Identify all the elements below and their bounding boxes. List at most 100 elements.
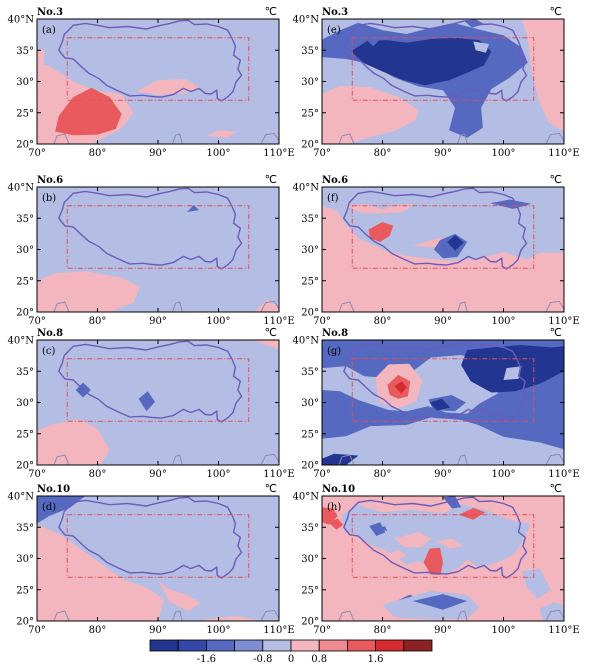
panel-label: (g) — [327, 346, 341, 357]
y-tick-label: 20° — [16, 617, 34, 628]
colorbar-swatch — [177, 639, 207, 652]
panel-f: 70° 80° 90° 100° 110°E 40°N 35° 30° 25° 20° No.6 ℃ (… — [293, 173, 580, 327]
x-tick-label: 70° — [313, 148, 331, 159]
y-tick-label: 30° — [16, 554, 34, 565]
y-tick-label: 30° — [16, 398, 34, 409]
field-f — [322, 187, 564, 312]
x-tick-label: 110°E — [548, 625, 579, 636]
anomaly-region-red — [458, 507, 486, 520]
y-tick-label: 25° — [16, 585, 34, 596]
anomaly-region-mid_blue — [138, 391, 155, 412]
anomaly-region-light_blue — [322, 417, 564, 465]
coastline — [545, 300, 564, 312]
coastline — [457, 610, 468, 621]
coastline — [172, 454, 183, 465]
anomaly-region-light_blue — [322, 187, 564, 204]
case-label: No.8 — [322, 328, 348, 339]
anomaly-region-light_pink — [382, 549, 407, 561]
colorbar-swatch — [205, 639, 235, 652]
x-tick-label: 70° — [28, 469, 46, 480]
anomaly-region-mid_blue — [187, 205, 200, 212]
field-d — [37, 496, 279, 621]
panel-h: 70° 80° 90° 100° 110°E 40°N 35° 30° 25° 20° No.10 ℃… — [293, 482, 580, 636]
case-label: No.3 — [322, 7, 348, 18]
study-region-box — [351, 358, 535, 422]
coastline — [457, 133, 468, 144]
colorbar-tick-label: -0.8 — [253, 654, 272, 665]
anomaly-region-light_pink — [322, 205, 564, 312]
anomaly-region-mid_blue — [443, 496, 462, 509]
x-tick-label: 70° — [28, 316, 46, 327]
x-tick-label: 80° — [374, 625, 392, 636]
x-tick-label: 70° — [313, 316, 331, 327]
y-tick-label: 30° — [16, 77, 34, 88]
panel-label: (b) — [42, 193, 56, 204]
anomaly-region-light_pink — [436, 538, 464, 549]
x-tick-label: 90° — [149, 316, 167, 327]
anomaly-region-dark_blue — [322, 453, 359, 465]
anomaly-region-red — [423, 547, 443, 575]
y-tick-label: 20° — [301, 140, 319, 151]
coastline — [260, 300, 279, 312]
anomaly-region-light_pink — [136, 79, 201, 96]
plateau-outline — [342, 19, 528, 102]
study-region-box — [351, 514, 535, 578]
field-c — [37, 340, 279, 465]
case-label: No.6 — [37, 175, 63, 186]
y-tick-label: 25° — [301, 585, 319, 596]
colorbar-tick-label: -1.6 — [197, 654, 216, 665]
x-tick-label: 80° — [374, 148, 392, 159]
panel-c: 70° 80° 90° 100° 110°E 40°N 35° 30° 25° 20° No.8 ℃ (… — [8, 326, 295, 480]
study-region-box — [66, 37, 250, 101]
anomaly-region-dark_blue — [447, 235, 464, 251]
x-tick-label: 80° — [89, 469, 107, 480]
panel-d: 70° 80° 90° 100° 110°E 40°N 35° 30° 25° 20° No.10 ℃… — [8, 482, 295, 636]
plateau-outline — [57, 187, 243, 270]
x-tick-label: 70° — [313, 625, 331, 636]
panel-e: 70° 80° 90° 100° 110°E 40°N 35° 30° 25° 20° No.3 ℃ (… — [293, 5, 580, 159]
coastline — [338, 301, 355, 312]
y-tick-label: 35° — [16, 367, 34, 378]
y-tick-label: 40°N — [293, 336, 320, 347]
y-tick-label: 20° — [301, 308, 319, 319]
x-tick-label: 110°E — [548, 469, 579, 480]
x-tick-label: 110°E — [263, 316, 294, 327]
coastline — [338, 610, 355, 621]
colorbar-tick-label: 0 — [288, 654, 294, 665]
anomaly-region-mid_blue — [412, 594, 468, 610]
anomaly-region-light_pink — [37, 419, 110, 465]
coastline — [338, 133, 355, 144]
colorbar-swatch — [346, 639, 376, 652]
y-tick-label: 40°N — [293, 183, 320, 194]
y-tick-label: 25° — [301, 276, 319, 287]
field-g — [322, 340, 564, 465]
unit-label: ℃ — [550, 173, 562, 186]
panel-label: (f) — [327, 193, 339, 204]
y-tick-label: 35° — [16, 46, 34, 57]
anomaly-region-mid_blue — [490, 199, 532, 209]
x-tick-label: 90° — [149, 469, 167, 480]
plateau-outline — [342, 340, 528, 423]
anomaly-region-red — [328, 518, 344, 530]
x-tick-label: 90° — [434, 148, 452, 159]
x-tick-label: 80° — [89, 316, 107, 327]
x-tick-label: 100° — [491, 148, 515, 159]
field-a — [37, 19, 279, 144]
colorbar-swatch — [234, 639, 264, 652]
coastline — [172, 610, 183, 621]
anomaly-region-light_blue — [503, 366, 522, 380]
study-region-box — [351, 205, 535, 269]
x-tick-label: 80° — [89, 148, 107, 159]
coastline — [457, 454, 468, 465]
colorbar-swatch — [318, 639, 348, 652]
coastline — [53, 610, 70, 621]
y-tick-label: 30° — [301, 77, 319, 88]
anomaly-region-dark_blue — [429, 398, 451, 411]
x-tick-label: 110°E — [263, 625, 294, 636]
anomaly-region-light_blue — [475, 218, 497, 232]
study-region-box — [66, 358, 250, 422]
colorbar-swatch — [290, 639, 320, 652]
coastline — [338, 454, 355, 465]
coastline — [545, 453, 564, 465]
